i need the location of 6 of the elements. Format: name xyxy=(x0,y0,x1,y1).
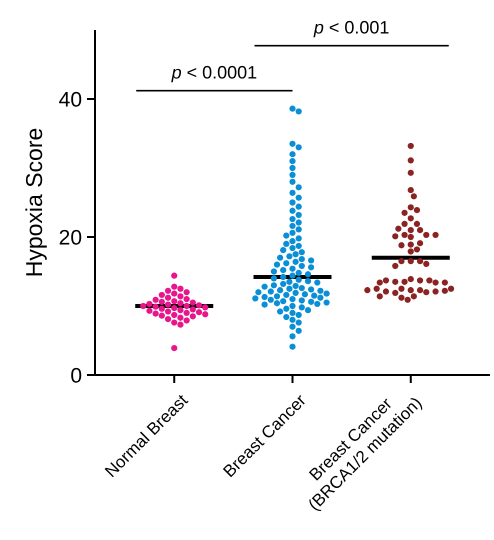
annotation: p < 0.0001 xyxy=(170,62,258,83)
y-tick-label: 20 xyxy=(58,226,82,250)
y-axis-title: Hypoxia Score xyxy=(21,128,47,278)
annotation: p < 0.001 xyxy=(312,18,390,38)
y-tick-label: 40 xyxy=(58,88,82,112)
y-tick-label: 0 xyxy=(70,364,82,388)
